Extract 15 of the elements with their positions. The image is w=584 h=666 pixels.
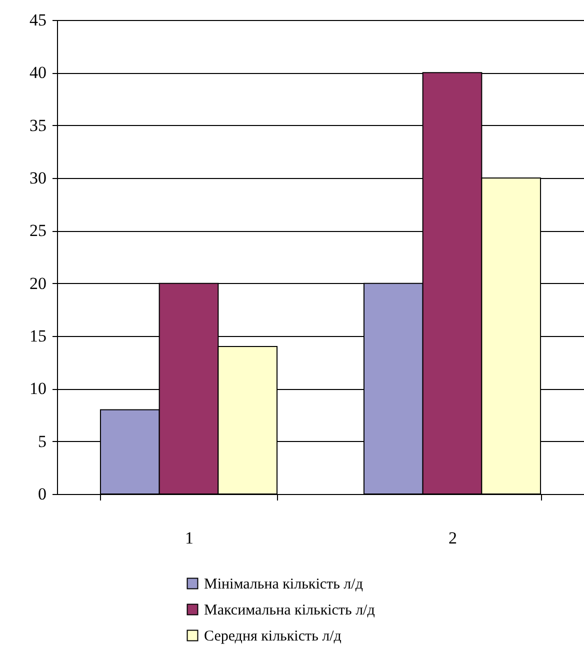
y-tick-label: 15: [30, 326, 46, 346]
y-tick-label: 35: [30, 116, 46, 135]
legend-label: Середня кількість л/д: [204, 628, 342, 644]
y-tick-label: 40: [30, 63, 46, 82]
y-tick-label: 25: [30, 221, 46, 240]
x-tick-label: 1: [185, 528, 194, 548]
legend-label: Мінімальна кількість л/д: [204, 576, 364, 592]
y-tick-label: 10: [30, 379, 46, 398]
y-tick-label: 30: [30, 168, 46, 188]
y-tick-label: 20: [30, 274, 46, 293]
y-tick-label: 0: [38, 484, 46, 504]
legend-label: Максимальна кількість л/д: [204, 602, 376, 618]
x-tick-label: 2: [448, 528, 457, 548]
y-tick-label: 45: [30, 10, 46, 30]
y-tick-label: 5: [38, 432, 46, 451]
